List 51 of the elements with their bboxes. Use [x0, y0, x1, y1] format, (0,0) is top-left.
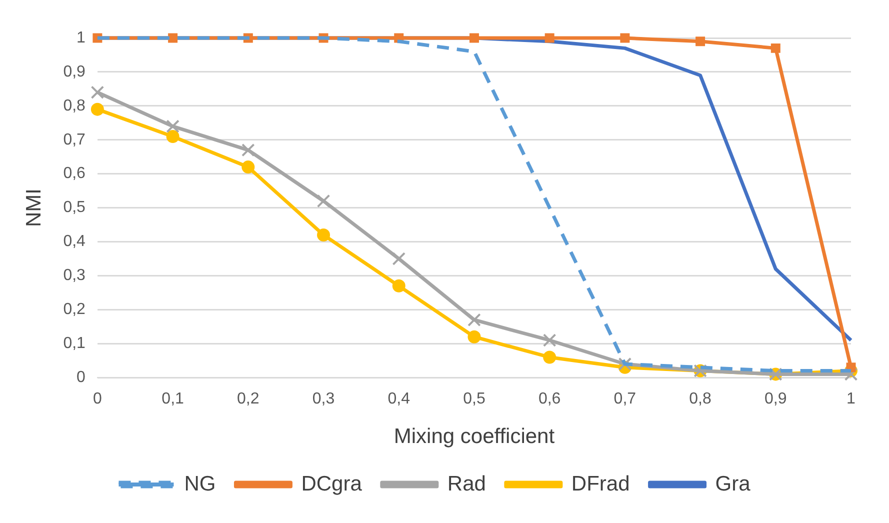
point	[468, 313, 481, 327]
point	[844, 368, 858, 381]
y-tick-label: 0	[76, 369, 86, 386]
legend-label: NG	[184, 472, 216, 496]
point	[241, 143, 255, 157]
y-tick-label: 0,9	[63, 63, 86, 80]
y-tick-label: 0,2	[63, 301, 86, 318]
point	[770, 43, 780, 53]
y-tick-label: 0,8	[63, 97, 86, 114]
point	[317, 228, 330, 242]
legend-label: DFrad	[571, 472, 630, 496]
x-axis-title: Mixing coefficient	[394, 425, 555, 448]
x-tick-label: 0,6	[538, 390, 561, 408]
point	[392, 252, 406, 266]
y-tick-label: 0,5	[63, 199, 86, 216]
point	[316, 194, 330, 208]
x-tick-label: 0,5	[463, 390, 486, 408]
legend-label: Gra	[715, 472, 751, 496]
point	[468, 330, 481, 344]
x-tick-label: 0	[92, 390, 102, 408]
x-tick-label: 0,9	[764, 390, 787, 408]
point	[242, 160, 255, 174]
y-tick-label: 0,6	[63, 165, 86, 182]
point	[543, 350, 556, 364]
point	[392, 279, 406, 292]
y-tick-label: 1	[76, 29, 86, 46]
y-tick-label: 0,4	[63, 233, 86, 250]
point	[618, 357, 632, 371]
point	[696, 36, 706, 46]
point	[469, 33, 479, 43]
x-tick-label: 0,2	[237, 390, 260, 408]
y-tick-label: 0,3	[63, 267, 86, 284]
y-tick-label: 0,1	[63, 335, 86, 352]
point	[90, 102, 104, 116]
x-tick-label: 0,4	[388, 390, 410, 408]
x-tick-label: 0,1	[162, 390, 184, 408]
legend-label: Rad	[447, 472, 486, 496]
point	[168, 33, 178, 43]
point	[620, 33, 630, 43]
point	[166, 120, 180, 133]
point	[542, 334, 556, 347]
y-axis-title: NMI	[22, 188, 46, 228]
x-tick-label: 0,7	[614, 390, 636, 408]
legend-label: DCgra	[301, 472, 362, 496]
point	[166, 130, 180, 143]
x-tick-label: 0,3	[312, 390, 335, 408]
x-tick-label: 1	[846, 390, 856, 408]
point	[544, 33, 554, 43]
x-tick-label: 0,8	[689, 390, 712, 408]
point	[90, 86, 104, 99]
y-tick-label: 0,7	[63, 131, 86, 148]
